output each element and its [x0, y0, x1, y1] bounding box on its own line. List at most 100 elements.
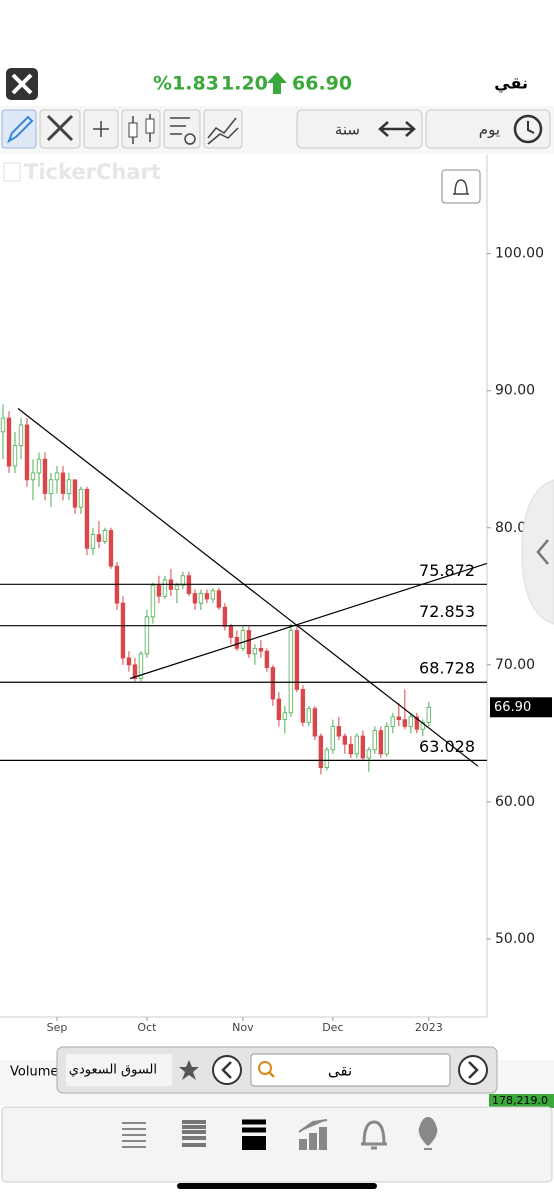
- period-button[interactable]: [296, 109, 423, 149]
- candle-body: [90, 534, 96, 549]
- candle-body: [282, 712, 288, 721]
- tab-ideas[interactable]: [418, 1116, 438, 1150]
- candle-body: [300, 689, 306, 723]
- candle-body: [12, 445, 18, 467]
- candle-body: [30, 472, 36, 481]
- candle-body: [360, 735, 366, 759]
- candle-body: [156, 584, 162, 597]
- volume-value: 178,219.0: [492, 1094, 548, 1107]
- candle-body: [210, 590, 216, 600]
- candle-body: [336, 726, 342, 737]
- candle-body: [96, 534, 102, 542]
- alert-button[interactable]: [441, 169, 481, 204]
- candle-body: [318, 735, 324, 768]
- candle-body: [192, 593, 198, 604]
- change: 1.20: [221, 73, 268, 95]
- history-icon: [513, 114, 543, 144]
- candle-body: [354, 735, 360, 755]
- bell-icon: [453, 179, 469, 195]
- candle-body: [228, 626, 234, 638]
- candle-body: [60, 472, 66, 494]
- tools-icon: [46, 114, 74, 142]
- candle-body: [54, 472, 60, 481]
- candle-body: [180, 575, 186, 586]
- indicators-button[interactable]: [163, 109, 201, 149]
- candle-body: [330, 726, 336, 751]
- period-icon: [378, 121, 416, 137]
- candle-body: [276, 698, 282, 721]
- candle-body: [252, 647, 258, 655]
- y-tick-label: 100.00: [495, 246, 544, 262]
- candle-body: [306, 708, 312, 723]
- watermark-logo: [3, 162, 21, 182]
- candle-body: [258, 647, 264, 652]
- side-handle-arrow: [536, 539, 549, 565]
- candle-body: [240, 630, 246, 649]
- list-icon: [170, 117, 190, 135]
- candle-body: [162, 579, 168, 597]
- candle-body: [6, 417, 12, 467]
- next-button[interactable]: [458, 1055, 488, 1085]
- pencil-icon: [7, 115, 34, 144]
- x-tick-label: Oct: [137, 1021, 157, 1034]
- candle-icon: [145, 118, 155, 134]
- market-selector[interactable]: [66, 1054, 172, 1086]
- search-text: نقى: [328, 1062, 352, 1080]
- previous-button[interactable]: [212, 1055, 242, 1085]
- candle-body: [120, 602, 126, 659]
- tab-watchlist[interactable]: [122, 1122, 146, 1148]
- search-field[interactable]: [250, 1053, 451, 1087]
- candle-body: [72, 479, 78, 508]
- candle-body: [0, 417, 6, 433]
- candle-body: [66, 479, 72, 494]
- up-arrow: [267, 72, 287, 94]
- candle-body: [408, 716, 414, 727]
- volume-label: Volume: [10, 1065, 58, 1080]
- level-label: 63.028: [419, 737, 475, 756]
- candle-body: [366, 749, 372, 759]
- volume-value-box: [489, 1094, 554, 1108]
- candle-body: [420, 721, 426, 730]
- favorite-icon[interactable]: [179, 1060, 199, 1080]
- candle-body: [342, 735, 348, 745]
- y-tick-label: 90.00: [495, 383, 535, 399]
- last-price-box: [490, 697, 552, 718]
- candle-body: [48, 479, 54, 494]
- symbol: نقي: [494, 74, 528, 94]
- trend-line: [129, 562, 488, 680]
- y-tick-label: 70.00: [495, 657, 535, 673]
- studies-icon: [207, 117, 239, 145]
- candle-body: [396, 716, 402, 721]
- candle-body: [426, 706, 432, 723]
- candle-body: [126, 657, 132, 666]
- last-price-label: 66.90: [494, 700, 531, 715]
- candle-body: [384, 726, 390, 755]
- gear-icon: [184, 133, 196, 145]
- candle-body: [108, 530, 114, 567]
- level-label: 72.853: [419, 602, 475, 621]
- draw-button[interactable]: [1, 109, 37, 149]
- watermark: TickerChart: [24, 160, 161, 184]
- candle-body: [222, 606, 228, 627]
- candle-body: [378, 730, 384, 755]
- history-hands: [527, 121, 535, 134]
- period-label: سنة: [335, 121, 360, 139]
- change-percent: %1.83: [153, 73, 219, 95]
- tab-analysis[interactable]: [298, 1119, 328, 1150]
- price: 66.90: [292, 73, 352, 95]
- candle-body: [348, 743, 354, 755]
- tab-alerts[interactable]: [361, 1120, 387, 1150]
- candle-body: [264, 650, 270, 668]
- candle-body: [24, 424, 30, 481]
- tab-market[interactable]: [182, 1120, 206, 1147]
- x-tick-label: Nov: [232, 1021, 254, 1034]
- level-label: 75.872: [419, 561, 475, 580]
- close-icon: [11, 73, 33, 95]
- candle-body: [234, 636, 240, 649]
- candle-body: [138, 653, 144, 679]
- trend-line: [17, 408, 479, 767]
- candle-body: [372, 730, 378, 751]
- candle-body: [390, 716, 396, 727]
